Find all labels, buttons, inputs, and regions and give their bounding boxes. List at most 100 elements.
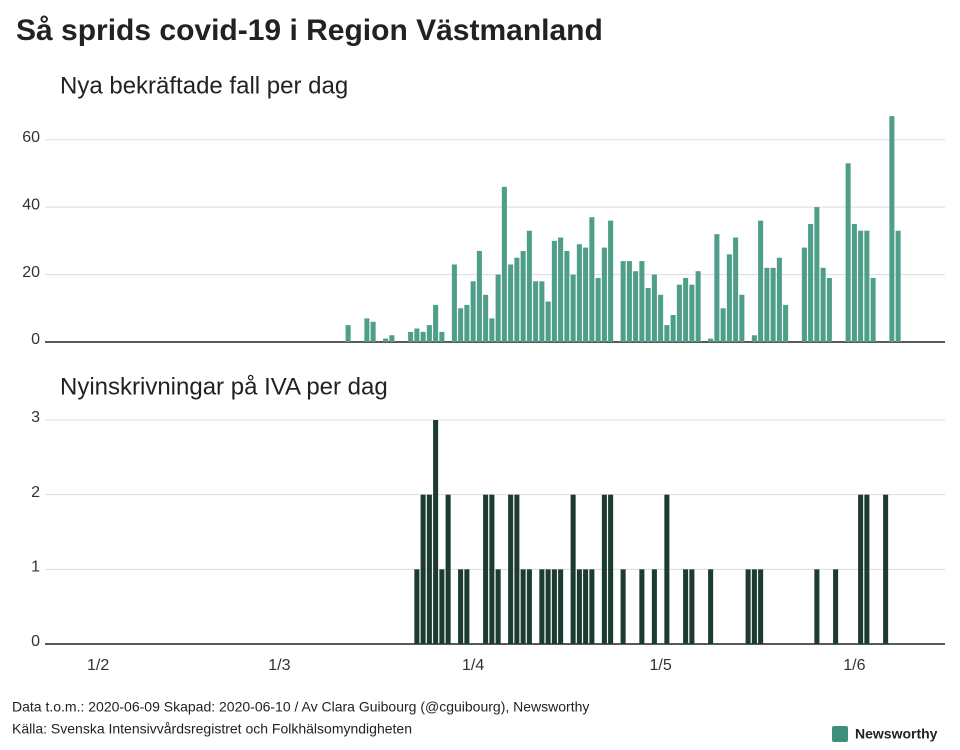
bar	[576, 569, 582, 644]
bar	[426, 325, 432, 342]
x-tick-label: 1/5	[650, 657, 672, 674]
bar	[389, 335, 395, 342]
bar	[758, 220, 764, 342]
y-tick-label: 40	[22, 196, 40, 213]
bar	[695, 271, 701, 342]
bar	[608, 220, 614, 342]
bar	[851, 224, 857, 342]
bar	[526, 569, 532, 644]
bar	[583, 247, 589, 342]
bar	[608, 494, 614, 644]
bar	[639, 261, 645, 342]
bar	[589, 217, 595, 342]
bar	[420, 494, 426, 644]
bar	[764, 267, 770, 342]
bar	[883, 494, 889, 644]
bar	[570, 494, 576, 644]
bar	[739, 294, 745, 342]
bar	[870, 277, 876, 342]
bar	[501, 186, 507, 342]
footer-source: Källa: Svenska Intensivvårdsregistret oc…	[12, 721, 412, 737]
bar	[864, 230, 870, 342]
panel-title: Nya bekräftade fall per dag	[60, 72, 348, 99]
bar	[689, 284, 695, 342]
bar	[808, 224, 814, 342]
x-tick-label: 1/4	[462, 657, 484, 674]
bar	[845, 163, 851, 342]
bar	[820, 267, 826, 342]
bar	[520, 569, 526, 644]
y-tick-label: 20	[22, 264, 40, 281]
y-tick-label: 0	[31, 633, 40, 650]
y-tick-label: 1	[31, 559, 40, 576]
bar	[858, 230, 864, 342]
bar	[458, 569, 464, 644]
bar	[520, 250, 526, 342]
bar	[826, 277, 832, 342]
bar	[451, 264, 457, 342]
bar	[708, 338, 714, 342]
bar	[814, 569, 820, 644]
bar	[476, 250, 482, 342]
bar	[633, 271, 639, 342]
brand-icon	[832, 726, 848, 742]
bar	[539, 281, 545, 342]
bar	[495, 274, 501, 342]
bar	[433, 420, 439, 644]
bar	[514, 257, 520, 342]
bar	[570, 274, 576, 342]
bar	[708, 569, 714, 644]
bar	[558, 237, 564, 342]
bar	[689, 569, 695, 644]
bar	[658, 294, 664, 342]
bar	[526, 230, 532, 342]
bar	[345, 325, 351, 342]
bar	[420, 331, 426, 342]
bar	[683, 277, 689, 342]
bar	[489, 318, 495, 342]
bar	[464, 569, 470, 644]
bar	[383, 338, 389, 342]
bar	[770, 267, 776, 342]
bar	[751, 335, 757, 342]
bar	[370, 321, 376, 342]
bar	[620, 261, 626, 342]
y-tick-label: 2	[31, 484, 40, 501]
bar	[814, 207, 820, 342]
bar	[439, 569, 445, 644]
bar	[483, 294, 489, 342]
bar	[801, 247, 807, 342]
bar	[551, 240, 557, 342]
bar	[645, 288, 651, 342]
bar	[564, 250, 570, 342]
y-tick-label: 3	[31, 409, 40, 426]
bar	[508, 264, 514, 342]
x-tick-label: 1/6	[843, 657, 865, 674]
bar	[626, 261, 632, 342]
bar	[858, 494, 864, 644]
bar	[589, 569, 595, 644]
bar	[539, 569, 545, 644]
bar	[545, 569, 551, 644]
footer-note: Data t.o.m.: 2020-06-09 Skapad: 2020-06-…	[12, 699, 589, 715]
bar	[889, 116, 895, 342]
bar	[508, 494, 514, 644]
x-tick-label: 1/2	[87, 657, 109, 674]
bar	[651, 569, 657, 644]
bar	[864, 494, 870, 644]
bar	[601, 494, 607, 644]
bar	[726, 254, 732, 342]
bar	[601, 247, 607, 342]
bar	[489, 494, 495, 644]
bar	[408, 331, 414, 342]
bar	[676, 284, 682, 342]
bar	[776, 257, 782, 342]
y-tick-label: 0	[31, 331, 40, 348]
bar	[364, 318, 370, 342]
x-tick-label: 1/3	[268, 657, 290, 674]
bar	[670, 315, 676, 342]
bar	[445, 494, 451, 644]
bar	[551, 569, 557, 644]
bar	[783, 304, 789, 342]
